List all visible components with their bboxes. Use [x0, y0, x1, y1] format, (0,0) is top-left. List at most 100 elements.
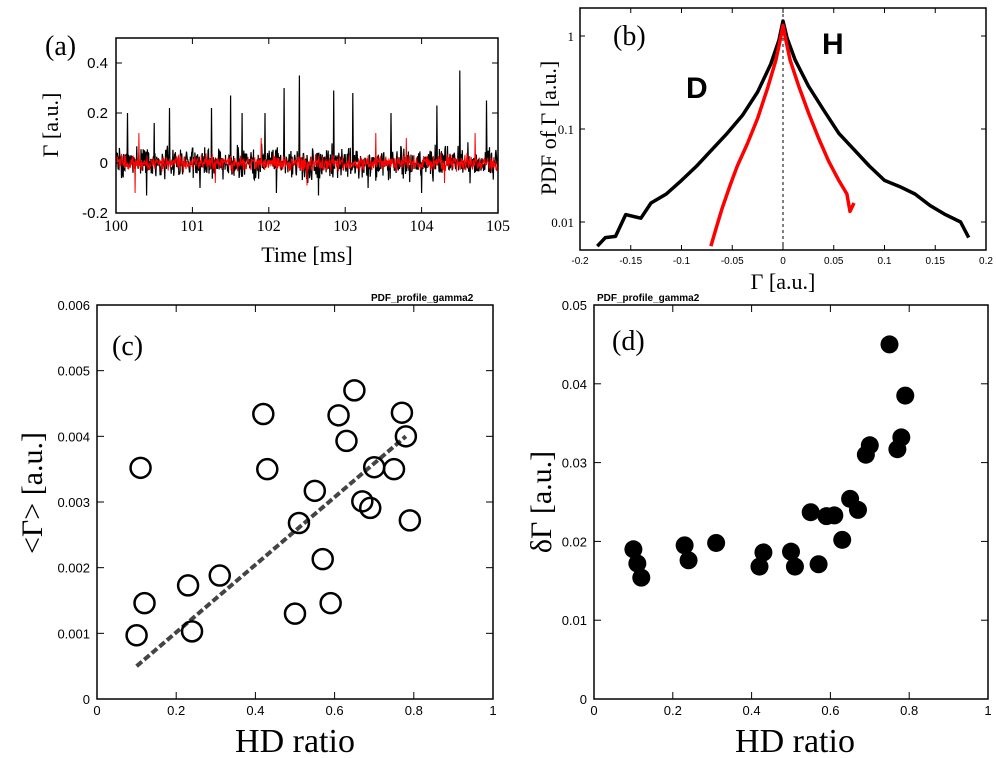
panel-b-ticklabels-x-4: 0 — [780, 256, 786, 267]
panel-b-ticklabels-x: -0.2 -0.15 -0.1 -0.05 0 0.05 0.1 0.15 0.2 — [571, 256, 993, 267]
panel-c-ylabel: <Γ> [a.u.] — [16, 432, 49, 554]
panel-d-frame — [593, 304, 989, 700]
panel-d-ticklabels-y-1: 0.01 — [562, 613, 587, 628]
panel-a-ticklabels-y-0: -0.2 — [82, 205, 108, 222]
panel-b-ylabel: PDF of Γ [a.u.] — [536, 61, 561, 195]
panel-d-point-22 — [896, 386, 915, 405]
panel-c-point-20 — [390, 401, 414, 424]
panel-a-ticklabels-x-2: 102 — [257, 218, 281, 235]
panel-c-label: (c) — [112, 331, 143, 362]
panel-a-ticklabels-y-2: 0.2 — [87, 105, 108, 122]
panel-b-ticklabels-y-2: 1 — [568, 29, 575, 44]
panel-c-frame — [96, 304, 494, 700]
panel-c-point-3 — [176, 574, 200, 597]
panel-c-point-0 — [125, 624, 148, 647]
panel-d-ticklabels-x-4: 0.8 — [900, 703, 918, 718]
panel-d-ticklabels-x: 0 0.2 0.4 0.6 0.8 1 — [590, 703, 991, 718]
panel-b-ticklabels-x-1: -0.15 — [619, 256, 642, 267]
panel-b-ticklabels-x-0: -0.2 — [571, 256, 589, 267]
panel-b-ticklabels-x-5: 0.05 — [824, 256, 844, 267]
panel-d-point-0 — [624, 540, 643, 559]
panel-a-ylabel: Γ [a.u.] — [38, 93, 63, 158]
panel-d-point-1 — [628, 554, 647, 573]
panel-c-point-13 — [327, 404, 350, 427]
panel-c-point-19 — [382, 457, 406, 481]
panel-a-ticklabels-y-3: 0.4 — [87, 55, 108, 72]
panel-c-point-10 — [303, 479, 327, 503]
panel-a-series-red — [115, 132, 499, 194]
panel-b-series-D — [709, 23, 856, 247]
panel-c-point-8 — [283, 602, 307, 625]
panel-c-point-21 — [394, 425, 418, 448]
panel-d-header: PDF_profile_gamma2 — [597, 293, 700, 304]
panel-c-point-16 — [351, 490, 374, 513]
panel-d-point-16 — [848, 500, 867, 519]
panel-b-ticklabels-x-3: -0.05 — [721, 256, 744, 267]
panel-c-ticklabels-x-0: 0 — [93, 703, 100, 718]
panel-c-point-7 — [256, 457, 279, 481]
panel-c-ticklabels-y-2: 0.002 — [57, 561, 90, 576]
panel-b-ticklabels-x-6: 0.1 — [878, 256, 892, 267]
panel-d-point-19 — [880, 335, 899, 354]
panel-a: 100 101 102 103 104 105 -0.2 0 0.2 0.4 (a) Time … — [38, 31, 510, 267]
panel-b-ticklabels-x-8: 0.2 — [979, 256, 993, 267]
panel-d-point-14 — [833, 530, 852, 549]
panel-b-annotation-D: D — [686, 72, 708, 105]
panel-d-ticklabels-y-4: 0.04 — [562, 377, 587, 392]
panel-c-point-9 — [287, 511, 311, 535]
panel-b-ticklabels-y-0: 0.01 — [551, 215, 574, 230]
panel-c-ticklabels-y-4: 0.004 — [57, 429, 90, 444]
panel-a-label: (a) — [45, 31, 76, 62]
panel-b-label: (b) — [613, 21, 646, 52]
panel-d-ticklabels-x-2: 0.4 — [743, 703, 761, 718]
panel-c-point-1 — [129, 456, 152, 480]
panel-a-ticks — [115, 38, 499, 214]
panel-a-frame — [115, 37, 499, 214]
panel-b-ticklabels-x-2: -0.1 — [673, 256, 691, 267]
panel-d-point-5 — [707, 533, 726, 552]
panel-d-point-13 — [825, 506, 844, 525]
panel-c-ticklabels-x: 0 0.2 0.4 0.6 0.8 1 — [93, 703, 496, 718]
panel-c-point-17 — [358, 496, 382, 520]
panel-c-point-14 — [335, 429, 358, 453]
panel-d-point-4 — [679, 551, 698, 570]
panel-d-point-18 — [860, 436, 879, 455]
panel-c-ticklabels-x-5: 1 — [489, 703, 496, 718]
panel-d-ticklabels-y-3: 0.03 — [562, 456, 587, 471]
panel-c-point-11 — [311, 547, 334, 571]
panel-c-point-5 — [208, 564, 232, 587]
panel-d-point-7 — [754, 543, 773, 562]
panel-d-point-9 — [785, 557, 804, 576]
panel-b-ticklabels-y: 0.01 0.1 1 — [551, 29, 574, 230]
panel-d-ticklabels-x-0: 0 — [590, 703, 597, 718]
panel-b-annotation-H: H — [822, 28, 844, 61]
panel-a-ticklabels-y: -0.2 0 0.2 0.4 — [82, 55, 108, 222]
panel-c-ticklabels-x-1: 0.2 — [167, 703, 185, 718]
panel-d-point-11 — [809, 555, 828, 574]
panel-d-ticklabels-y-2: 0.02 — [562, 534, 587, 549]
panel-d-point-8 — [782, 542, 800, 561]
panel-b-xlabel: Γ [a.u.] — [751, 269, 816, 294]
panel-a-xlabel: Time [ms] — [261, 242, 352, 267]
panel-c-ticks — [96, 304, 494, 700]
panel-b: -0.2 -0.15 -0.1 -0.05 0 0.05 0.1 0.15 0.2 0.010.… — [536, 7, 993, 294]
panel-c-ticklabels-y-0: 0 — [83, 692, 90, 707]
panel-c-header: PDF_profile_gamma2 — [371, 293, 474, 304]
panel-a-ticklabels-x-3: 103 — [333, 218, 357, 235]
panel-c-ticklabels-y: 0 0.001 0.002 0.003 0.004 0.005 0.006 — [57, 298, 90, 707]
panel-a-ticklabels-y-1: 0 — [100, 155, 108, 172]
panel-d: 0 0.2 0.4 0.6 0.8 1 0 0.01 0.02 0.03 0.04 0.05 PDF… — [525, 293, 992, 758]
panel-d-point-6 — [750, 557, 769, 576]
panel-d-ticklabels-x-5: 1 — [984, 703, 991, 718]
panel-c: 0 0.2 0.4 0.6 0.8 1 0 0.001 0.002 0.003 0.004 0.00… — [16, 293, 497, 758]
panel-d-ticklabels-y-5: 0.05 — [562, 298, 587, 313]
panel-c-ticklabels-y-3: 0.003 — [57, 495, 90, 510]
panel-d-point-10 — [801, 503, 820, 522]
panel-d-label: (d) — [612, 326, 645, 357]
panel-d-ticklabels-y: 0 0.01 0.02 0.03 0.04 0.05 — [562, 298, 587, 707]
panel-d-point-2 — [632, 568, 651, 587]
panel-d-point-3 — [675, 536, 694, 555]
panel-c-point-2 — [133, 591, 156, 615]
panel-a-ticklabels-x-5: 105 — [486, 218, 510, 235]
